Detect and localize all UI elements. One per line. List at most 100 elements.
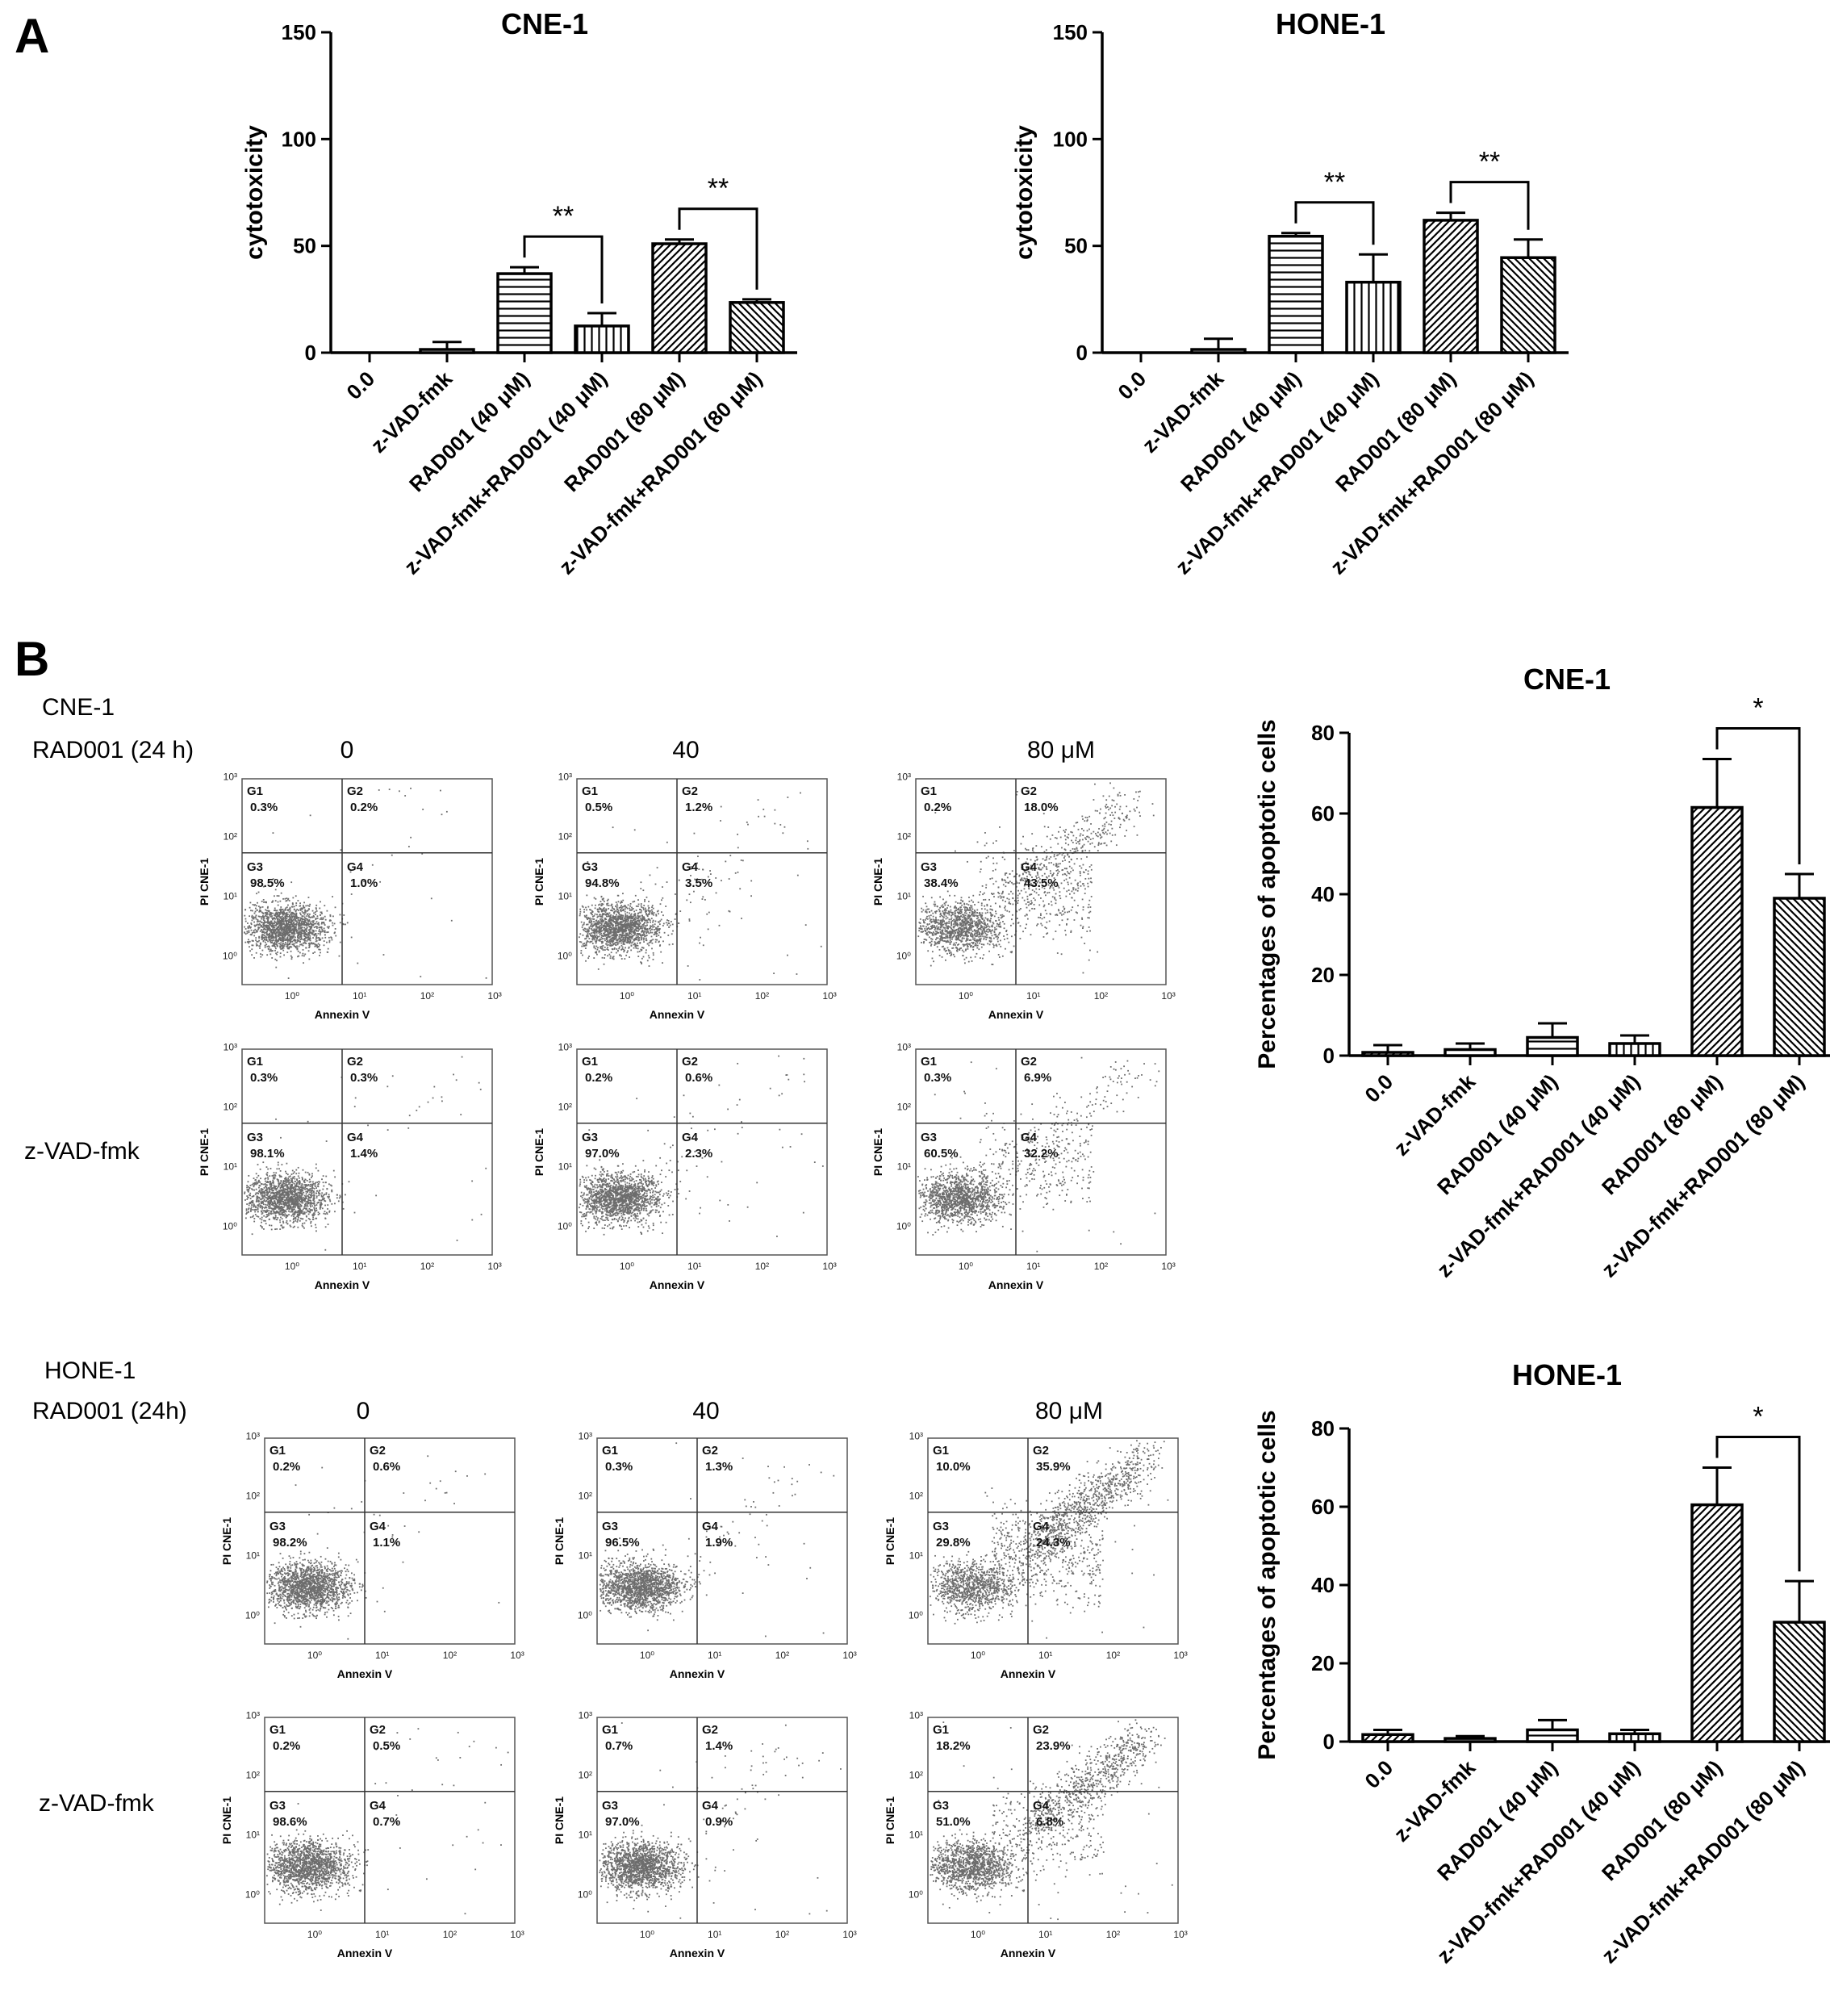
x-tick-label: 10¹ xyxy=(1038,1929,1052,1940)
cne1-col-label-40: 40 xyxy=(654,737,718,764)
gate-label: G1 xyxy=(933,1444,949,1458)
x-tick-label: 10⁰ xyxy=(959,990,973,1002)
x-tick-label: 10⁰ xyxy=(620,1261,634,1272)
flow-plot-hone1-zvad-0: G1 0.2% G2 0.5% G3 98.6% G4 0.7% 10⁰ 10⁰ 10¹ 10¹ 10²… xyxy=(220,1709,524,1960)
y-tick-label: 10³ xyxy=(246,1430,260,1441)
x-tick-label: 10³ xyxy=(1161,990,1175,1002)
hone1-col-label-80: 80 μM xyxy=(1017,1398,1122,1425)
gate-value: 1.9% xyxy=(705,1536,733,1550)
y-tick-label: 80 xyxy=(1311,721,1335,745)
gate-label: G1 xyxy=(921,1055,937,1069)
y-tick-label: 150 xyxy=(1053,20,1088,44)
gate-label: G3 xyxy=(269,1799,286,1813)
flow-events xyxy=(244,787,487,979)
bar xyxy=(1690,1503,1744,1743)
y-tick-label: 10² xyxy=(224,1101,237,1112)
cne1-treatment-label: RAD001 (24 h) xyxy=(32,737,194,764)
x-axis-label: Annexin V xyxy=(650,1008,705,1021)
x-tick-label: z-VAD-fmk xyxy=(1389,1069,1480,1161)
gate-label: G3 xyxy=(602,1799,618,1813)
gate-value: 0.5% xyxy=(373,1739,400,1753)
y-axis-label: PI CNE-1 xyxy=(220,1796,233,1844)
y-tick-label: 10¹ xyxy=(246,1550,260,1561)
gate-value: 2.3% xyxy=(685,1147,712,1161)
bar xyxy=(1608,1732,1661,1743)
y-tick-label: 10⁰ xyxy=(223,1220,237,1232)
x-tick-label: 10³ xyxy=(822,1261,836,1272)
bar xyxy=(651,242,708,354)
x-tick-label: 10⁰ xyxy=(620,990,634,1002)
bar xyxy=(1361,1051,1414,1057)
y-axis-label: PI CNE-1 xyxy=(533,1128,545,1176)
y-tick-label: 10¹ xyxy=(909,1829,923,1840)
bar xyxy=(1345,280,1402,354)
y-tick-label: 10⁰ xyxy=(578,1609,592,1621)
hone1-cell-label: HONE-1 xyxy=(44,1357,136,1385)
flow-events xyxy=(266,1728,509,1915)
gate-value: 94.8% xyxy=(585,876,620,890)
y-axis-label: PI CNE-1 xyxy=(533,858,545,906)
y-tick-label: 60 xyxy=(1311,801,1335,826)
gate-value: 3.5% xyxy=(685,876,712,890)
y-tick-label: 10³ xyxy=(224,771,237,782)
x-tick-label: 10² xyxy=(443,1650,457,1661)
x-tick-label: 10¹ xyxy=(1038,1650,1052,1661)
gate-value: 0.2% xyxy=(924,801,951,814)
y-tick-label: 10³ xyxy=(897,771,911,782)
flow-events xyxy=(579,1055,824,1237)
gate-value: 98.2% xyxy=(273,1536,307,1550)
flow-events xyxy=(930,1719,1173,1921)
gate-label: G4 xyxy=(682,1131,699,1144)
hone1-treatment-label: RAD001 (24h) xyxy=(32,1398,187,1425)
x-tick-label: 10⁰ xyxy=(971,1929,985,1940)
bar xyxy=(1423,219,1479,354)
gate-label: G4 xyxy=(370,1520,386,1533)
chart-title: CNE-1 xyxy=(501,7,588,40)
y-axis-label: Percentages of apoptotic cells xyxy=(1254,1410,1281,1759)
flow-events xyxy=(579,792,822,981)
x-tick-label: 10² xyxy=(420,1261,434,1272)
chart-title: CNE-1 xyxy=(1523,663,1611,696)
flow-events xyxy=(599,1442,835,1637)
y-axis-label: PI CNE-1 xyxy=(220,1517,233,1565)
y-axis-label: PI CNE-1 xyxy=(871,1128,884,1176)
y-tick-label: 10⁰ xyxy=(578,1888,592,1900)
gate-value: 1.0% xyxy=(350,876,378,890)
significance-label: ** xyxy=(708,174,729,204)
y-tick-label: 50 xyxy=(1064,234,1088,258)
gate-value: 1.3% xyxy=(705,1460,733,1474)
x-axis-label: Annexin V xyxy=(988,1008,1044,1021)
significance-bracket xyxy=(523,235,604,304)
significance-label: ** xyxy=(553,201,574,232)
flow-plot-cne1-ctrl-0: G1 0.3% G2 0.2% G3 98.5% G4 1.0% 10⁰ 10⁰ 10¹ 10¹ 10²… xyxy=(198,771,502,1021)
y-axis-label: PI CNE-1 xyxy=(198,1128,211,1176)
x-tick-label: 10² xyxy=(775,1650,789,1661)
gate-label: G2 xyxy=(702,1444,718,1458)
gate-label: G4 xyxy=(1021,1131,1038,1144)
bar xyxy=(496,272,553,354)
x-tick-label: 10¹ xyxy=(375,1650,389,1661)
x-tick-label: 10³ xyxy=(1161,1261,1175,1272)
bar xyxy=(1526,1035,1579,1057)
gate-value: 0.3% xyxy=(250,801,278,814)
bar xyxy=(1690,805,1744,1057)
x-tick-label: 10³ xyxy=(842,1650,856,1661)
gate-label: G2 xyxy=(347,784,363,798)
x-tick-label: 10⁰ xyxy=(640,1929,654,1940)
chart-title: HONE-1 xyxy=(1276,7,1385,40)
chart-cytotoxicity-cne1: CNE-1cytotoxicity0501001500.0z-VAD-fmkRA… xyxy=(241,7,797,579)
x-tick-label: 10³ xyxy=(822,990,836,1002)
y-axis-label: PI CNE-1 xyxy=(884,1796,896,1844)
gate-label: G3 xyxy=(921,860,937,874)
flow-frame xyxy=(596,1437,848,1645)
bar xyxy=(1526,1728,1579,1743)
cne1-col-label-0: 0 xyxy=(331,737,363,764)
y-tick-label: 0 xyxy=(1076,341,1088,365)
x-tick-label: 10⁰ xyxy=(307,1929,322,1940)
x-tick-label: 10² xyxy=(1106,1650,1120,1661)
gate-label: G4 xyxy=(1033,1520,1050,1533)
bar xyxy=(419,348,475,354)
x-tick-label: 10¹ xyxy=(1026,1261,1040,1272)
y-tick-label: 10¹ xyxy=(909,1550,923,1561)
x-axis-label: Annexin V xyxy=(670,1947,725,1960)
